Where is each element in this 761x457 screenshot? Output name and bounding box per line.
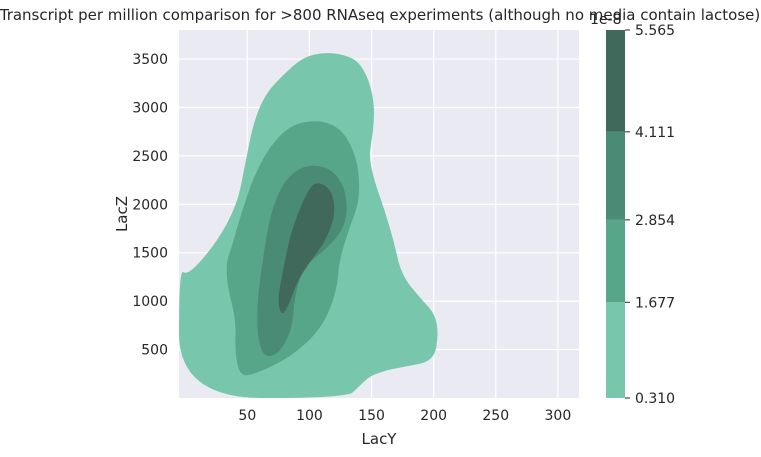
y-tick-label: 1500 (132, 246, 168, 262)
y-tick-label: 3500 (132, 52, 168, 68)
y-tick-label: 500 (141, 343, 168, 359)
contour-level-4 (278, 183, 335, 314)
x-tick-label: 300 (545, 408, 572, 424)
colorbar-tick-label: 5.565 (635, 23, 675, 39)
y-tick-label: 2500 (132, 149, 168, 165)
x-tick-label: 150 (358, 408, 385, 424)
colorbar-exponent-label: 1e-8 (590, 12, 621, 28)
x-tick-label: 250 (482, 408, 509, 424)
x-tick-label: 200 (420, 408, 447, 424)
y-tick-label: 1000 (132, 294, 168, 310)
colorbar: 0.310 1.677 2.854 4.111 5.565 (606, 23, 675, 407)
colorbar-tick-label: 1.677 (635, 295, 675, 311)
x-axis-label: LacY (362, 430, 398, 448)
y-axis-label: LacZ (113, 196, 131, 232)
colorbar-segment (606, 219, 625, 303)
colorbar-tick-label: 4.111 (635, 125, 675, 141)
chart-title: Transcript per million comparison for >8… (0, 6, 760, 24)
colorbar-tick-label: 2.854 (635, 213, 675, 229)
x-tick-label: 100 (296, 408, 323, 424)
x-tick-label: 50 (238, 408, 256, 424)
contour-layer (179, 53, 438, 398)
y-tick-labels: 500 1000 1500 2000 2500 3000 3500 (132, 52, 168, 359)
colorbar-segment (606, 30, 625, 132)
y-tick-label: 2000 (132, 197, 168, 213)
y-tick-label: 3000 (132, 100, 168, 116)
colorbar-segment (606, 302, 625, 398)
colorbar-tick-label: 0.310 (635, 391, 675, 407)
colorbar-segment (606, 131, 625, 220)
x-tick-labels: 50 100 150 200 250 300 (238, 408, 571, 424)
